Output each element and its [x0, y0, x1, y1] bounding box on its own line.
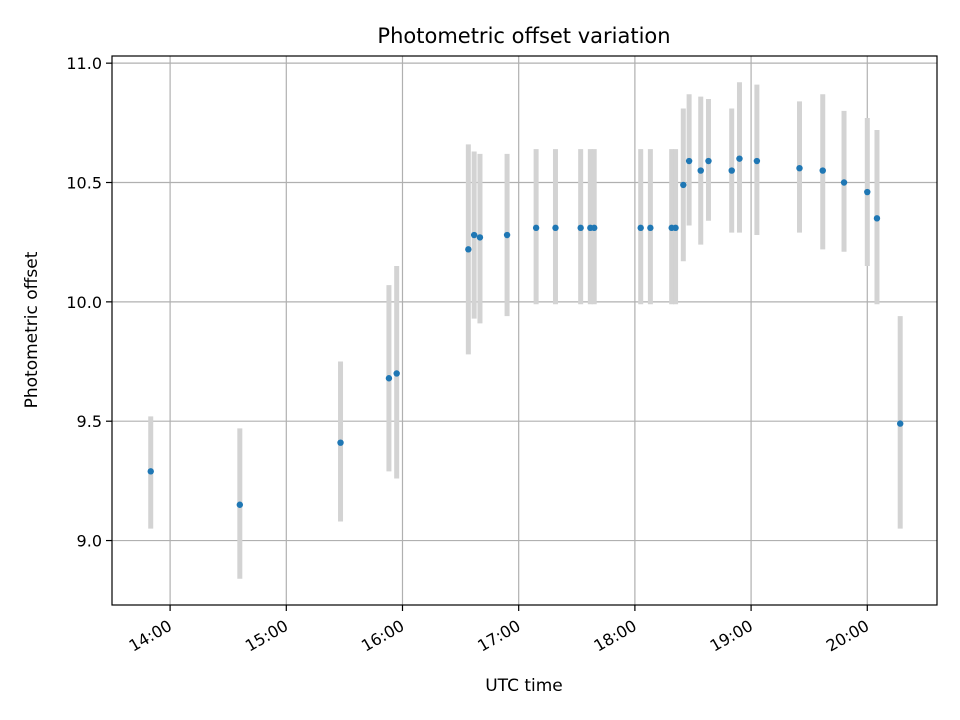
x-tick-label: 18:00 — [590, 616, 639, 656]
x-axis-ticks: 14:00 15:00 16:00 17:00 18:00 19:00 20:00 — [126, 605, 872, 656]
data-point — [532, 224, 540, 232]
y-tick-label: 9.5 — [77, 412, 102, 431]
data-point — [385, 375, 393, 382]
data-point — [897, 420, 904, 427]
errorbar-layer — [148, 82, 903, 579]
data-point — [753, 157, 761, 165]
data-point — [476, 234, 484, 241]
data-point — [503, 231, 511, 239]
data-point — [577, 224, 584, 232]
data-point — [470, 231, 478, 239]
x-axis-label: UTC time — [485, 676, 563, 696]
data-point — [697, 167, 704, 174]
data-point — [337, 439, 344, 446]
data-point — [672, 224, 679, 232]
y-tick-label: 10.0 — [66, 293, 102, 312]
data-point — [705, 157, 712, 165]
data-point — [647, 224, 654, 232]
data-point — [796, 164, 803, 172]
x-tick-label: 19:00 — [707, 616, 756, 656]
data-point — [819, 167, 826, 174]
data-point — [236, 501, 244, 508]
data-point — [637, 224, 644, 232]
x-tick-label: 16:00 — [358, 616, 407, 656]
plot-frame — [111, 55, 938, 606]
y-tick-label: 11.0 — [66, 54, 102, 73]
x-tick-label: 14:00 — [126, 616, 175, 656]
data-point — [465, 246, 472, 253]
x-tick-label: 20:00 — [823, 616, 872, 656]
data-point — [552, 224, 559, 232]
data-point — [864, 188, 871, 196]
x-tick-label: 15:00 — [242, 616, 291, 656]
data-point — [147, 468, 154, 475]
data-point — [393, 370, 400, 377]
y-tick-label: 10.5 — [66, 174, 102, 193]
x-tick-label: 17:00 — [474, 616, 523, 656]
y-axis-ticks: 9.0 9.5 10.0 10.5 11.0 — [66, 54, 112, 551]
data-point — [840, 179, 848, 186]
data-point — [591, 224, 598, 232]
data-point — [685, 157, 693, 165]
chart-title: Photometric offset variation — [377, 24, 670, 48]
data-point — [680, 181, 687, 189]
data-point — [873, 215, 881, 222]
y-tick-label: 9.0 — [77, 532, 102, 551]
grid-layer — [112, 56, 937, 605]
data-point — [728, 167, 735, 174]
data-point — [736, 155, 743, 162]
y-axis-label: Photometric offset — [22, 251, 42, 408]
point-layer — [147, 155, 904, 508]
